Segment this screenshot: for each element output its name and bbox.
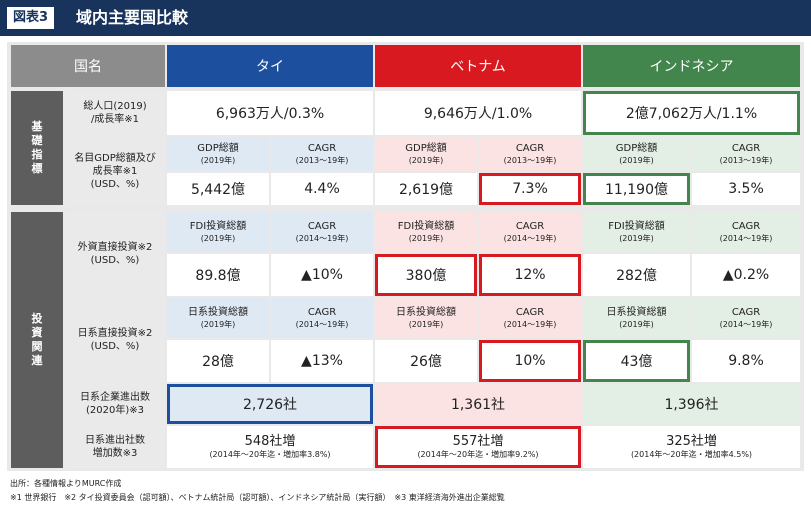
figure-header: 図表3 域内主要国比較 xyxy=(0,0,811,36)
indonesia-population: 2億7,062万人/1.1% xyxy=(583,91,800,135)
indonesia-jdi-cagr: 9.8% xyxy=(692,340,800,382)
thailand-company-count: 2,726社 xyxy=(167,384,373,424)
comparison-table: 国名 タイ ベトナム インドネシア 基礎指標 投資関連 総人口(2019)/成長… xyxy=(7,42,804,471)
row-label-population: 総人口(2019)/成長率※1 xyxy=(65,91,165,135)
row-label-company-count: 日系企業進出数 (2020年)※3 xyxy=(65,384,165,424)
row-label-gdp: 名目GDP総額及び 成長率※1 (USD、%) xyxy=(65,137,165,205)
vietnam-jdi-cagr-header: CAGR (2014～19年) xyxy=(479,298,581,338)
vietnam-increase: 557社増 (2014年～20年迄・増加率9.2%) xyxy=(375,426,581,468)
indonesia-fdi-cagr-header: CAGR (2014～19年) xyxy=(692,212,800,252)
group-investment: 投資関連 xyxy=(11,212,63,468)
vietnam-company-count: 1,361社 xyxy=(375,384,581,424)
thailand-jdi-total-header: 日系投資総額 (2019年) xyxy=(167,298,269,338)
indonesia-increase: 325社増 (2014年～20年迄・増加率4.5%) xyxy=(583,426,800,468)
indonesia-jdi-total-header: 日系投資総額 (2019年) xyxy=(583,298,690,338)
header-indonesia: インドネシア xyxy=(583,45,800,87)
source-note: 出所：各種情報よりMURC作成 xyxy=(10,479,122,488)
vietnam-jdi-total-header: 日系投資総額 (2019年) xyxy=(375,298,477,338)
indonesia-fdi-total-header: FDI投資総額 (2019年) xyxy=(583,212,690,252)
thailand-jdi-cagr: ▲13% xyxy=(271,340,373,382)
footnotes: ※1 世界銀行 ※2 タイ投資委員会（認可額）、ベトナム統計局（認可額）、インド… xyxy=(10,493,505,502)
thailand-gdp-cagr-header: CAGR (2013～19年) xyxy=(271,137,373,171)
vietnam-fdi-cagr: 12% xyxy=(479,254,581,296)
thailand-jdi-total: 28億 xyxy=(167,340,269,382)
row-label-fdi: 外資直接投資※2 (USD、%) xyxy=(65,212,165,296)
indonesia-gdp-cagr-header: CAGR (2013～19年) xyxy=(692,137,800,171)
thailand-fdi-cagr-header: CAGR (2014～19年) xyxy=(271,212,373,252)
thailand-fdi-total: 89.8億 xyxy=(167,254,269,296)
figure-title: 域内主要国比較 xyxy=(76,8,189,27)
thailand-gdp-cagr: 4.4% xyxy=(271,173,373,205)
indonesia-gdp-total: 11,190億 xyxy=(583,173,690,205)
vietnam-gdp-total: 2,619億 xyxy=(375,173,477,205)
header-thailand: タイ xyxy=(167,45,373,87)
thailand-fdi-total-header: FDI投資総額 (2019年) xyxy=(167,212,269,252)
thailand-population: 6,963万人/0.3% xyxy=(167,91,373,135)
group-basic-indicators: 基礎指標 xyxy=(11,91,63,205)
vietnam-population: 9,646万人/1.0% xyxy=(375,91,581,135)
vietnam-gdp-total-header: GDP総額 (2019年) xyxy=(375,137,477,171)
indonesia-jdi-cagr-header: CAGR (2014～19年) xyxy=(692,298,800,338)
thailand-gdp-total-header: GDP総額 (2019年) xyxy=(167,137,269,171)
indonesia-jdi-total: 43億 xyxy=(583,340,690,382)
thailand-jdi-cagr-header: CAGR (2014～19年) xyxy=(271,298,373,338)
thailand-gdp-total: 5,442億 xyxy=(167,173,269,205)
vietnam-jdi-total: 26億 xyxy=(375,340,477,382)
indonesia-company-count: 1,396社 xyxy=(583,384,800,424)
vietnam-gdp-cagr-header: CAGR (2013～19年) xyxy=(479,137,581,171)
vietnam-fdi-total-header: FDI投資総額 (2019年) xyxy=(375,212,477,252)
header-country-name: 国名 xyxy=(11,45,165,87)
vietnam-jdi-cagr: 10% xyxy=(479,340,581,382)
thailand-fdi-cagr: ▲10% xyxy=(271,254,373,296)
vietnam-fdi-cagr-header: CAGR (2014～19年) xyxy=(479,212,581,252)
vietnam-fdi-total: 380億 xyxy=(375,254,477,296)
vietnam-gdp-cagr: 7.3% xyxy=(479,173,581,205)
thailand-increase: 548社増 (2014年～20年迄・増加率3.8%) xyxy=(167,426,373,468)
indonesia-fdi-total: 282億 xyxy=(583,254,690,296)
row-label-japanese-investment: 日系直接投資※2 (USD、%) xyxy=(65,298,165,382)
row-label-increase: 日系進出社数 増加数※3 xyxy=(65,426,165,468)
indonesia-gdp-total-header: GDP総額 (2019年) xyxy=(583,137,690,171)
figure-label: 図表3 xyxy=(7,7,55,29)
indonesia-gdp-cagr: 3.5% xyxy=(692,173,800,205)
header-vietnam: ベトナム xyxy=(375,45,581,87)
indonesia-fdi-cagr: ▲0.2% xyxy=(692,254,800,296)
